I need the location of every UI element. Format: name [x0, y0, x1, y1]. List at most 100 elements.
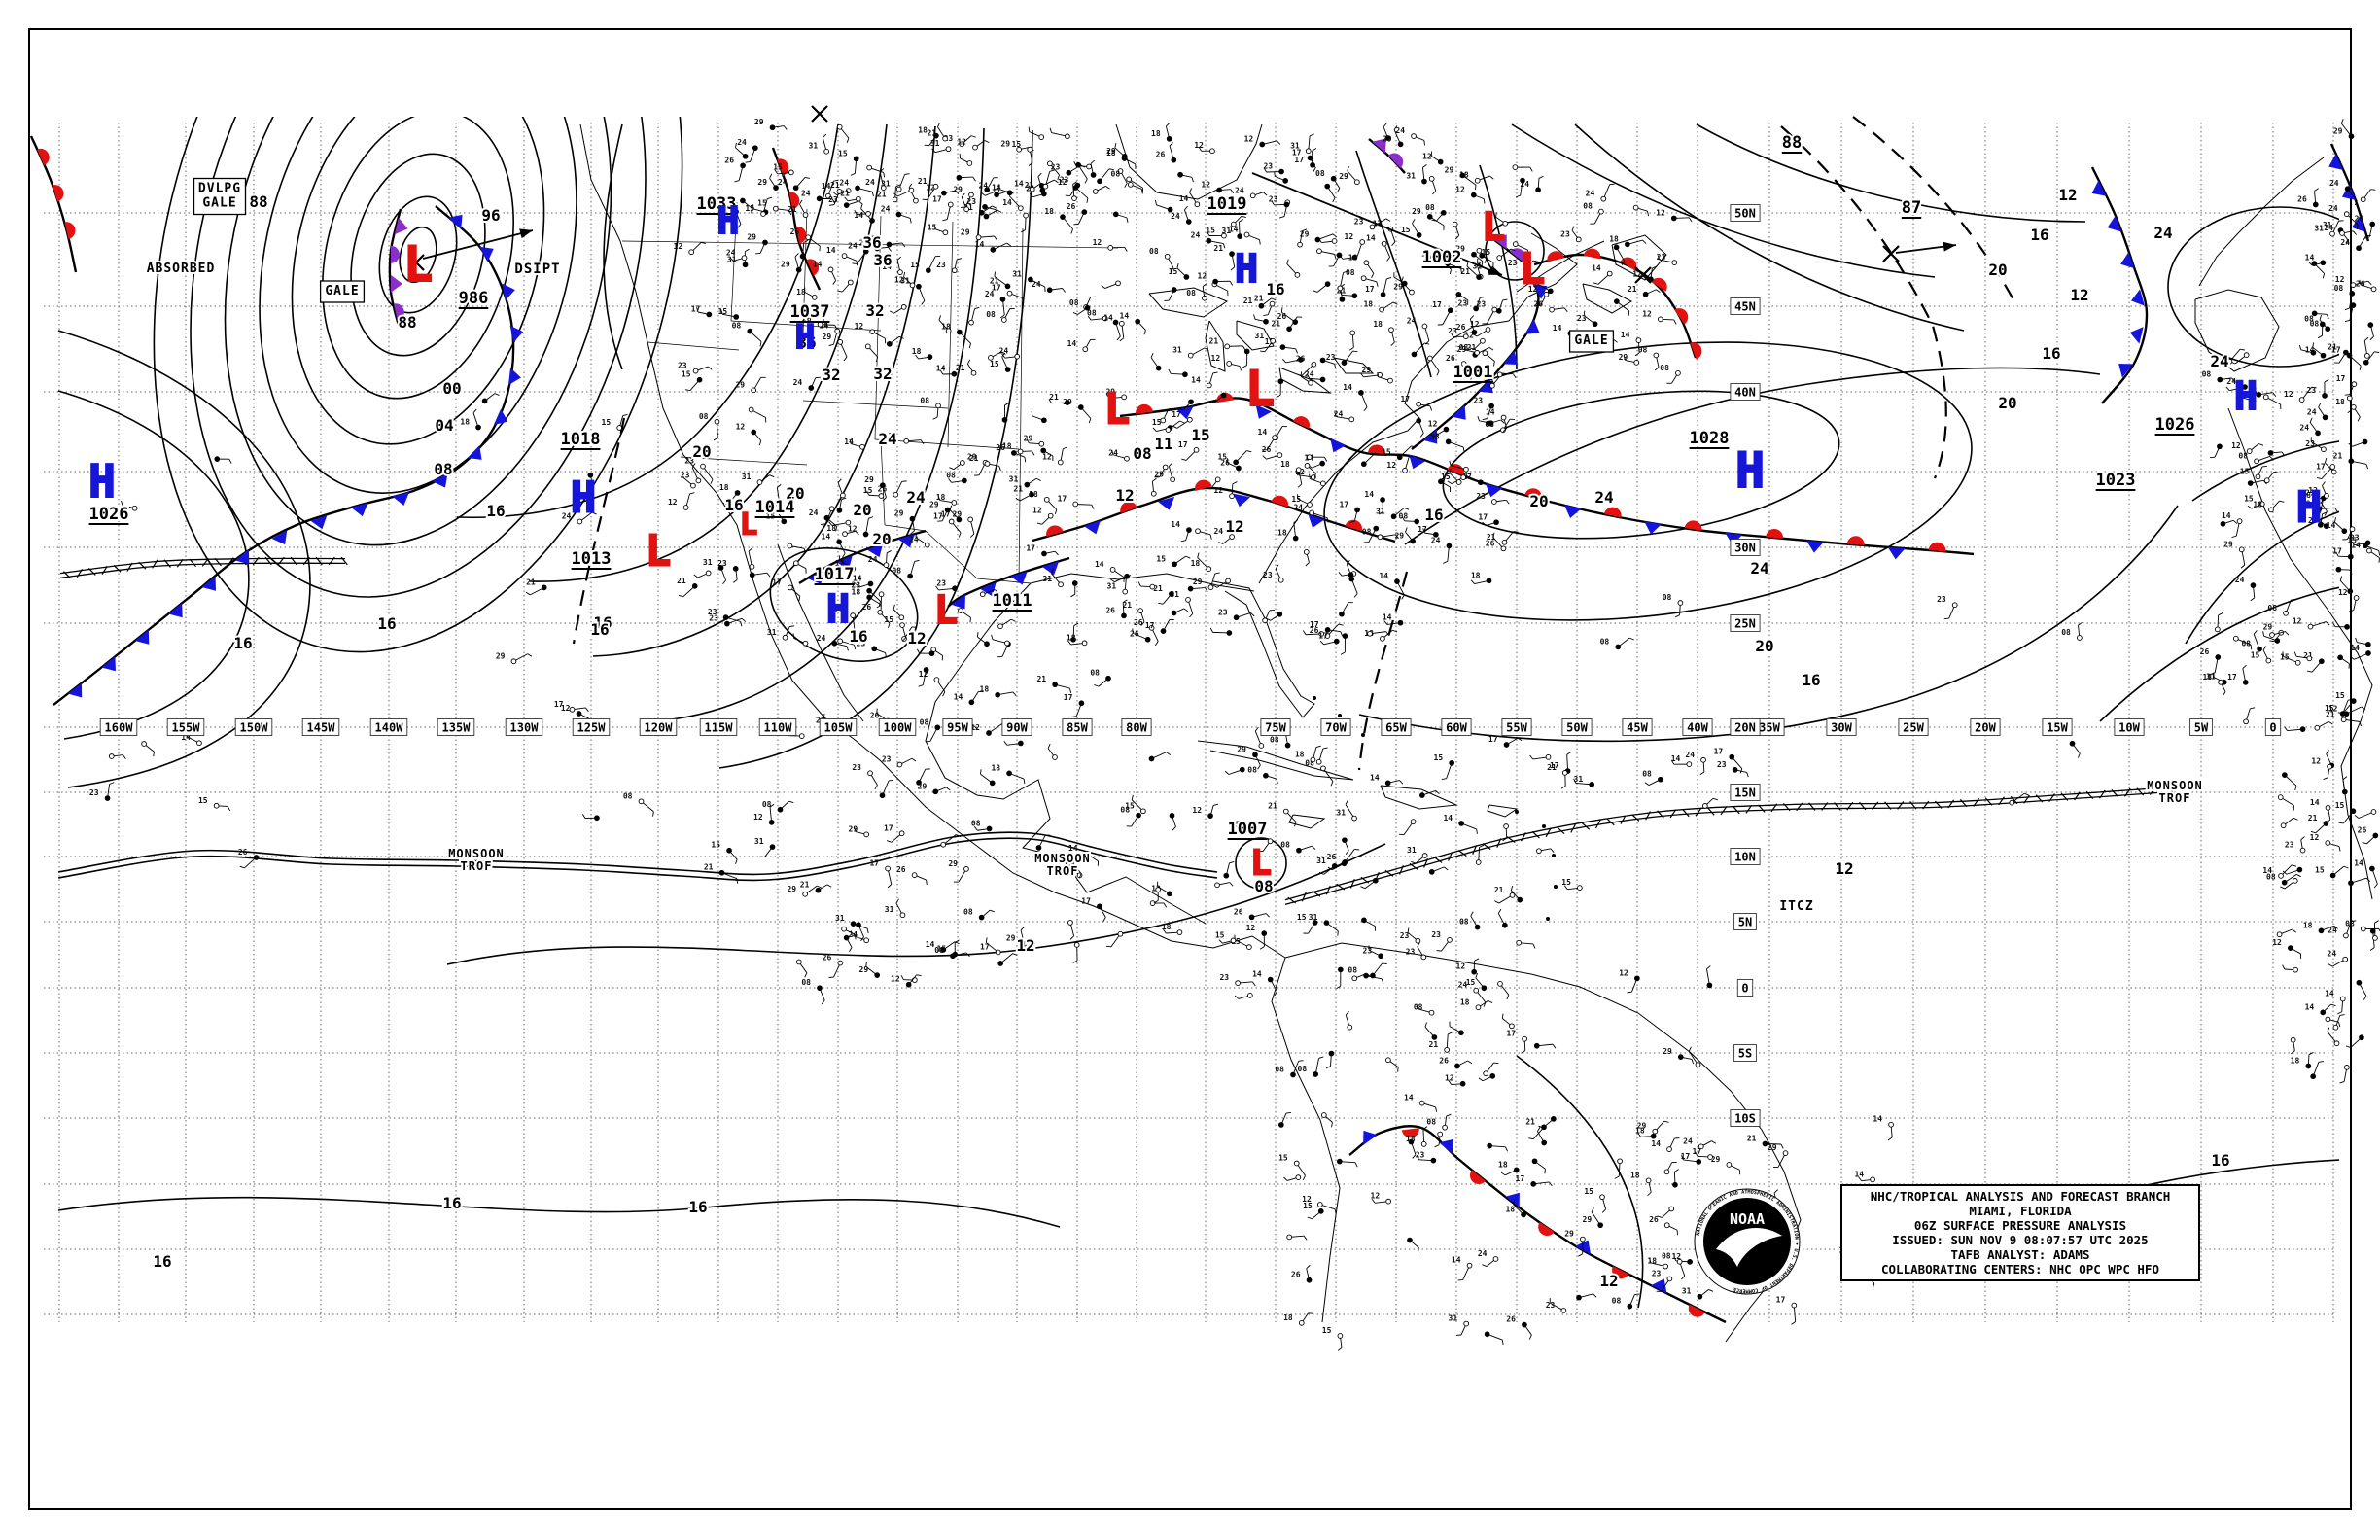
svg-text:14: 14: [936, 365, 946, 373]
svg-text:14: 14: [1171, 520, 1180, 529]
svg-text:23: 23: [2285, 841, 2294, 850]
svg-text:26: 26: [1439, 1057, 1449, 1066]
svg-text:40N: 40N: [1734, 386, 1756, 400]
svg-text:18: 18: [2301, 491, 2311, 500]
front-cold: [947, 556, 1070, 610]
svg-text:20W: 20W: [1975, 721, 1996, 735]
svg-text:16: 16: [688, 1198, 707, 1216]
svg-text:08: 08: [1298, 1065, 1308, 1073]
svg-text:24: 24: [2307, 407, 2317, 416]
svg-text:25N: 25N: [1734, 617, 1756, 631]
svg-text:24: 24: [817, 634, 826, 643]
svg-text:70W: 70W: [1325, 721, 1347, 735]
svg-text:GALE: GALE: [1574, 333, 1608, 348]
svg-text:23: 23: [966, 197, 976, 206]
svg-text:16: 16: [1424, 506, 1443, 524]
svg-text:12: 12: [1198, 272, 1208, 281]
svg-text:26: 26: [878, 485, 888, 494]
svg-text:31: 31: [1406, 172, 1416, 181]
svg-text:29: 29: [1455, 245, 1465, 254]
svg-text:12: 12: [1225, 517, 1243, 536]
svg-text:14: 14: [1014, 180, 1024, 189]
svg-text:15: 15: [1191, 426, 1209, 444]
svg-text:23: 23: [936, 578, 946, 587]
svg-text:15: 15: [2325, 704, 2334, 713]
svg-text:12: 12: [891, 975, 900, 984]
svg-text:12: 12: [1345, 232, 1354, 241]
svg-text:17: 17: [932, 194, 942, 203]
svg-text:29: 29: [929, 500, 939, 508]
svg-text:12: 12: [926, 184, 935, 192]
svg-text:1011: 1011: [993, 591, 1032, 611]
svg-text:14: 14: [1179, 194, 1189, 203]
svg-text:26: 26: [1134, 618, 1143, 627]
svg-text:31: 31: [2206, 673, 2216, 682]
svg-text:GALE: GALE: [325, 284, 359, 298]
svg-text:24: 24: [2299, 423, 2309, 432]
svg-text:18: 18: [1191, 559, 1201, 568]
svg-text:29: 29: [948, 859, 958, 868]
svg-text:14: 14: [1404, 1094, 1414, 1102]
svg-text:21: 21: [1268, 802, 1278, 811]
svg-text:21: 21: [1153, 584, 1163, 593]
svg-text:18: 18: [1647, 1257, 1657, 1266]
svg-text:31: 31: [881, 180, 891, 189]
svg-text:23: 23: [1400, 931, 1410, 940]
svg-text:29: 29: [2223, 540, 2233, 548]
svg-text:17: 17: [1365, 285, 1375, 294]
pressure-center-L: L: [403, 236, 433, 293]
svg-text:18: 18: [1363, 300, 1373, 309]
svg-text:120W: 120W: [645, 721, 674, 735]
svg-text:23: 23: [851, 581, 860, 590]
svg-text:17: 17: [2331, 346, 2341, 355]
svg-text:29: 29: [1457, 345, 1467, 354]
svg-text:17: 17: [1506, 1030, 1516, 1038]
svg-text:12: 12: [1213, 486, 1223, 495]
svg-text:18: 18: [918, 126, 928, 135]
svg-text:17: 17: [1064, 693, 1073, 702]
svg-text:23: 23: [1477, 300, 1487, 309]
svg-text:17: 17: [2227, 673, 2237, 682]
svg-text:18: 18: [980, 685, 990, 694]
pressure-center-L: L: [740, 508, 757, 542]
svg-text:08: 08: [2301, 499, 2311, 508]
svg-text:24: 24: [2210, 352, 2228, 370]
svg-text:30W: 30W: [1831, 721, 1852, 735]
svg-text:12: 12: [2328, 704, 2338, 713]
svg-text:31: 31: [1407, 846, 1417, 855]
svg-text:29: 29: [1300, 230, 1310, 239]
svg-text:14: 14: [1366, 234, 1376, 243]
svg-text:24: 24: [1108, 449, 1118, 458]
svg-text:15: 15: [1291, 495, 1301, 504]
svg-text:26: 26: [2358, 826, 2367, 835]
svg-text:23: 23: [1430, 432, 1440, 440]
svg-text:08: 08: [2202, 370, 2212, 379]
svg-text:14: 14: [1103, 314, 1113, 323]
svg-text:110W: 110W: [764, 721, 793, 735]
svg-text:29: 29: [859, 965, 869, 974]
svg-text:24: 24: [809, 508, 819, 517]
svg-text:12: 12: [668, 498, 678, 507]
svg-text:31: 31: [1473, 262, 1483, 270]
svg-text:MONSOON: MONSOON: [2147, 779, 2203, 792]
svg-text:08: 08: [1120, 806, 1130, 815]
svg-text:85W: 85W: [1067, 721, 1088, 735]
svg-text:21: 21: [1049, 393, 1059, 402]
svg-text:14: 14: [2305, 253, 2315, 262]
svg-text:23: 23: [1354, 217, 1364, 226]
svg-text:24: 24: [2226, 377, 2236, 386]
svg-text:31: 31: [1316, 857, 1326, 865]
svg-text:23: 23: [2305, 439, 2315, 448]
svg-text:26: 26: [1310, 626, 1319, 635]
svg-text:15: 15: [1125, 801, 1135, 810]
svg-text:14: 14: [1553, 324, 1562, 332]
svg-text:31: 31: [885, 905, 894, 914]
svg-text:26: 26: [1456, 323, 1466, 332]
svg-text:GALE: GALE: [202, 196, 236, 211]
svg-text:TROF: TROF: [2159, 791, 2191, 805]
svg-text:35W: 35W: [1759, 721, 1780, 735]
svg-text:08: 08: [1087, 308, 1097, 317]
svg-text:1019: 1019: [1208, 194, 1247, 214]
svg-text:29: 29: [1393, 283, 1403, 292]
svg-text:31: 31: [1682, 1287, 1692, 1296]
